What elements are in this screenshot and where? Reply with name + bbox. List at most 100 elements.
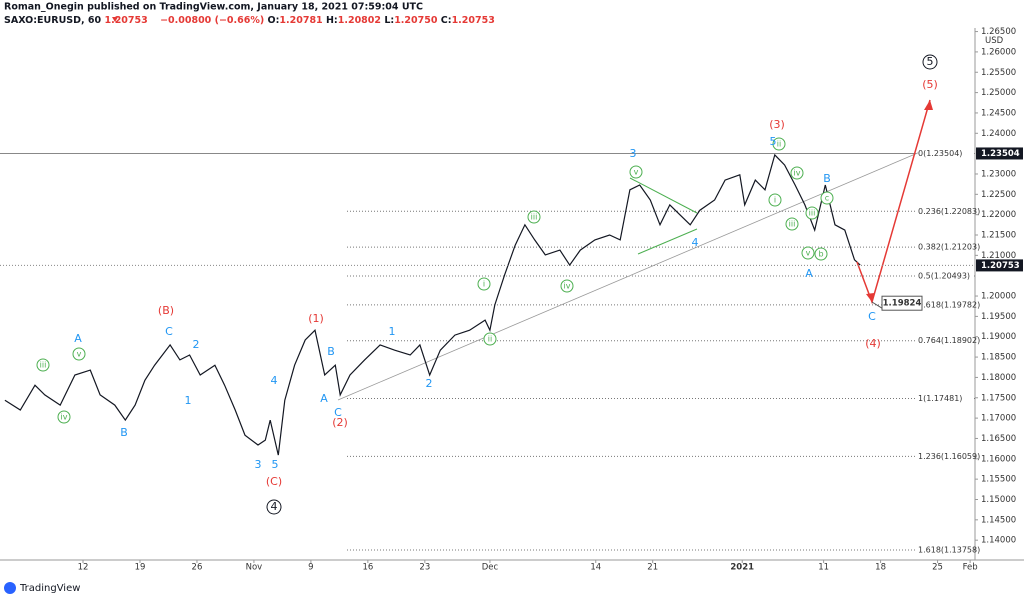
fib-label: 0.764(1.18902) <box>918 336 980 345</box>
symbol-line: SAXO:EURUSD, 60 1.20753 −0.00800 (−0.66%… <box>4 15 495 26</box>
symbol: SAXO:EURUSD, 60 <box>4 15 102 26</box>
fib-label-bg <box>916 393 974 404</box>
wave-label: 4 <box>271 374 278 387</box>
y-tick-label: 1.20000 <box>981 292 1016 302</box>
ohlc-v: 1.20750 <box>394 15 438 26</box>
wave-label: i <box>774 196 776 205</box>
target-pointer <box>871 301 883 309</box>
y-tick-label: 1.22500 <box>981 190 1016 200</box>
x-tick-label: 14 <box>590 563 601 573</box>
fib-label-bg <box>916 545 974 556</box>
wave-label: (5) <box>922 78 938 91</box>
price-line <box>4 153 861 456</box>
wave-circle <box>483 332 497 346</box>
y-tick-label: 1.14500 <box>981 515 1016 525</box>
ohlc-v: 1.20753 <box>452 15 495 26</box>
wave-label: b <box>818 250 823 259</box>
wave-label: v <box>806 249 811 258</box>
fib-label: 0(1.23504) <box>918 149 962 158</box>
wave-circle <box>527 210 541 224</box>
wave-label: A <box>805 267 813 280</box>
fib-label: 1.618(1.13758) <box>918 546 980 555</box>
down-arrow <box>112 17 118 22</box>
ohlc-k: L: <box>384 15 394 26</box>
x-tick-label: 9 <box>308 563 313 573</box>
ohlc-k: C: <box>441 15 452 26</box>
wave-label: iii <box>809 209 816 218</box>
ohlc-v: 1.20802 <box>338 15 381 26</box>
x-tick-label: 18 <box>875 563 886 573</box>
wave-label: iv <box>794 169 801 178</box>
wave-circle <box>772 137 786 151</box>
wave-label: iii <box>789 220 796 229</box>
wave-label: B <box>823 172 831 185</box>
y-tick-label: 1.19000 <box>981 332 1016 342</box>
arrowhead <box>866 293 874 302</box>
arrowhead <box>924 100 933 110</box>
x-tick-label: 25 <box>932 563 943 573</box>
wave-circle <box>477 277 491 291</box>
x-tick-label: 16 <box>362 563 373 573</box>
wave-label: 5 <box>272 458 279 471</box>
y-tick-label: 1.24000 <box>981 129 1016 139</box>
x-tick-label: Feb <box>963 563 978 573</box>
wave-label: ii <box>777 140 781 149</box>
y-tick-label: 1.22000 <box>981 210 1016 220</box>
price-label-bg <box>976 259 1023 272</box>
x-tick-label: 23 <box>419 563 430 573</box>
wave-circle <box>785 217 799 231</box>
y-tick-label: 1.18500 <box>981 353 1016 363</box>
fib-label-bg <box>916 148 974 159</box>
fib-label-bg <box>916 451 974 462</box>
wave-label: 2 <box>426 377 433 390</box>
x-tick-label: 21 <box>647 563 658 573</box>
triangle-top <box>629 177 698 214</box>
wave-circle <box>790 166 804 180</box>
price-label-bg <box>976 147 1023 160</box>
fib-label: 1.236(1.16059) <box>918 452 980 461</box>
fib-label-bg <box>916 335 974 346</box>
wave-label: v <box>77 350 82 359</box>
fib-label-bg <box>916 206 974 217</box>
fib-label: 1(1.17481) <box>918 394 962 403</box>
logo: TradingView <box>4 582 80 594</box>
wave-circle <box>560 279 574 293</box>
fib-label: 0.618(1.19782) <box>918 300 980 309</box>
wave-label: (C) <box>266 475 282 488</box>
x-tick-label: 19 <box>135 563 146 573</box>
y-tick-label: 1.17000 <box>981 414 1016 424</box>
change: −0.00800 (−0.66%) <box>160 15 264 26</box>
y-tick-label: 1.19500 <box>981 312 1016 322</box>
wave-label: i <box>483 280 485 289</box>
x-tick-label: 12 <box>78 563 89 573</box>
wave-circle <box>820 191 834 205</box>
x-tick-label: 26 <box>192 563 203 573</box>
wave-label: ii <box>488 335 492 344</box>
fib-label-bg <box>916 270 974 281</box>
ohlc-k: O: <box>268 15 280 26</box>
fib-label: 0.5(1.20493) <box>918 271 970 280</box>
wave-circle <box>57 410 71 424</box>
price-label: 1.23504 <box>981 149 1020 159</box>
wave-label: 5 <box>770 135 777 148</box>
y-tick-label: 1.21000 <box>981 251 1016 261</box>
wave-label: 3 <box>630 147 637 160</box>
wave-label: c <box>825 194 829 203</box>
wave-label: B <box>327 345 335 358</box>
wave-label: 1 <box>185 394 192 407</box>
publisher: Roman_Onegin published on TradingView.co… <box>4 2 423 13</box>
fib-label-bg <box>916 242 974 253</box>
y-tick-label: 1.14000 <box>981 536 1016 546</box>
y-tick-label: 1.15500 <box>981 475 1016 485</box>
x-tick-label: Dec <box>482 563 499 573</box>
wave-circle <box>629 165 643 179</box>
wave-label: v <box>634 168 639 177</box>
wave-circle <box>805 206 819 220</box>
wave-label: iv <box>61 413 68 422</box>
wave-circle <box>72 347 86 361</box>
wave-label: iii <box>40 361 47 370</box>
y-tick-label: 1.21500 <box>981 231 1016 241</box>
x-tick-label: Nov <box>246 563 263 573</box>
wave-label: C <box>334 406 342 419</box>
wave-circle <box>922 54 938 70</box>
